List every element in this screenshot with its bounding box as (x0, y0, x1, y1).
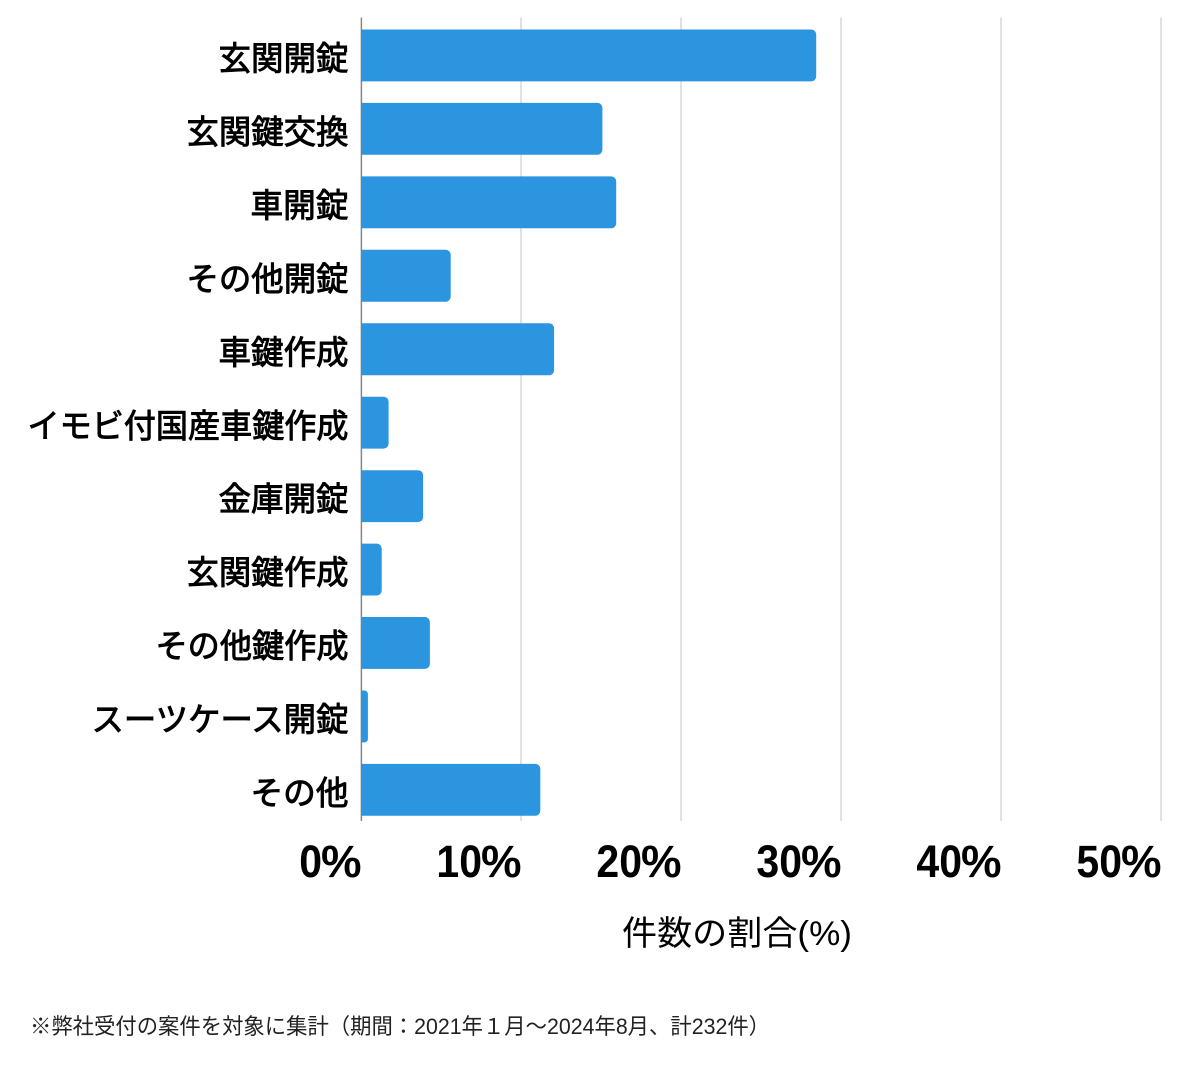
svg-text:玄関鍵交換: 玄関鍵交換 (187, 114, 349, 151)
svg-text:車鍵作成: 車鍵作成 (219, 334, 349, 371)
svg-text:%: % (641, 836, 682, 887)
svg-text:10: 10 (436, 836, 482, 887)
svg-text:20: 20 (596, 836, 642, 887)
svg-text:%: % (481, 836, 522, 887)
svg-text:%: % (961, 836, 1002, 887)
svg-text:件数の割合(%): 件数の割合(%) (622, 915, 852, 953)
svg-text:その他鍵作成: その他鍵作成 (156, 628, 349, 665)
svg-text:イモビ付国産車鍵作成: イモビ付国産車鍵作成 (28, 407, 349, 444)
svg-text:車開錠: 車開錠 (251, 187, 349, 224)
svg-text:スーツケース開錠: スーツケース開錠 (92, 701, 349, 738)
svg-text:%: % (321, 836, 362, 887)
svg-text:※弊社受付の案件を対象に集計（期間：2021年１月〜2024: ※弊社受付の案件を対象に集計（期間：2021年１月〜2024年8月、計232件） (30, 1014, 770, 1039)
svg-text:金庫開錠: 金庫開錠 (219, 481, 349, 518)
svg-text:その他開錠: その他開錠 (187, 260, 349, 297)
svg-text:30: 30 (756, 836, 802, 887)
svg-text:50: 50 (1076, 836, 1122, 887)
svg-text:%: % (1121, 836, 1162, 887)
svg-text:0: 0 (299, 836, 322, 887)
svg-text:%: % (801, 836, 842, 887)
svg-text:玄関鍵作成: 玄関鍵作成 (187, 554, 349, 591)
svg-text:40: 40 (916, 836, 962, 887)
svg-text:その他: その他 (251, 775, 349, 812)
svg-text:玄関開錠: 玄関開錠 (219, 40, 349, 77)
